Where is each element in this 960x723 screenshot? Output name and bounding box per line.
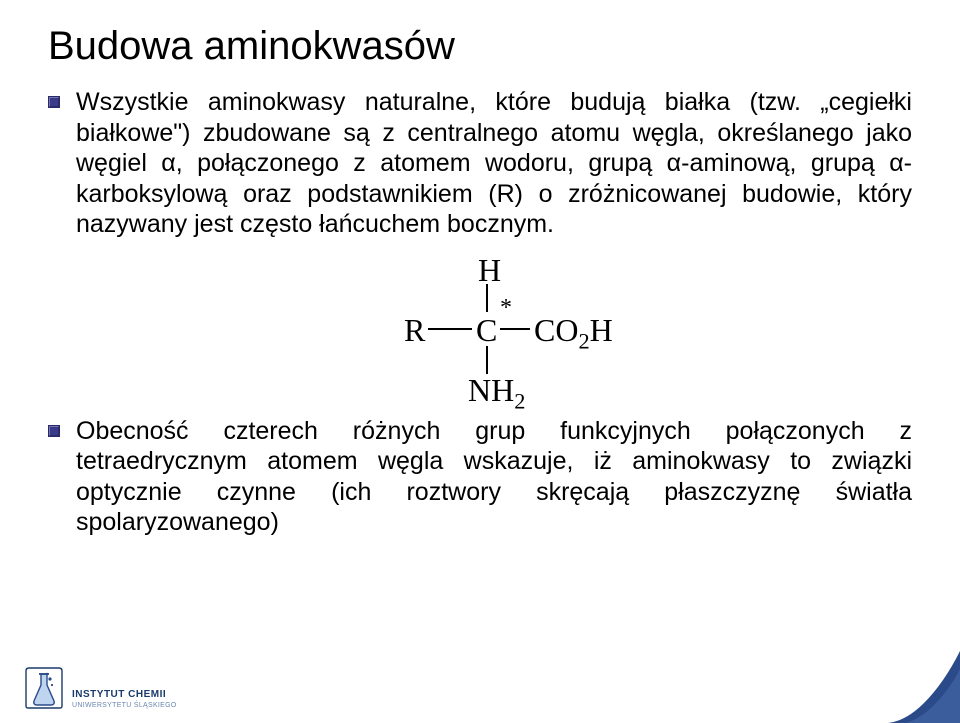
logo-line-2: UNIWERSYTETU ŚLĄSKIEGO <box>72 702 177 709</box>
bullet-marker <box>48 87 76 240</box>
logo-text: INSTYTUT CHEMII UNIWERSYTETU ŚLĄSKIEGO <box>72 690 177 709</box>
bond <box>500 328 530 330</box>
bullet-marker <box>48 416 76 538</box>
formula-right: CO2H <box>534 314 613 353</box>
bullet-text: Obecność czterech różnych grup funkcyjny… <box>76 416 912 538</box>
formula-bottom: NH2 <box>468 374 525 413</box>
formula-top: H <box>478 254 501 286</box>
formula-center: C <box>476 314 497 346</box>
bullet-item: Wszystkie aminokwasy naturalne, które bu… <box>48 87 912 240</box>
bond <box>486 346 488 374</box>
chemical-formula: H R C CO2H NH2 * <box>48 254 912 404</box>
corner-decoration <box>888 651 960 723</box>
slide-content: Budowa aminokwasów Wszystkie aminokwasy … <box>0 0 960 538</box>
bullet-item: Obecność czterech różnych grup funkcyjny… <box>48 416 912 538</box>
formula-chiral-star: * <box>500 296 512 320</box>
flask-icon <box>24 665 64 709</box>
logo-line-1: INSTYTUT CHEMII <box>72 690 177 700</box>
bond <box>428 328 472 330</box>
footer-logo: INSTYTUT CHEMII UNIWERSYTETU ŚLĄSKIEGO <box>24 665 177 709</box>
slide-title: Budowa aminokwasów <box>48 24 912 69</box>
bullet-text: Wszystkie aminokwasy naturalne, które bu… <box>76 87 912 240</box>
formula-left: R <box>404 314 425 346</box>
bond <box>486 284 488 312</box>
